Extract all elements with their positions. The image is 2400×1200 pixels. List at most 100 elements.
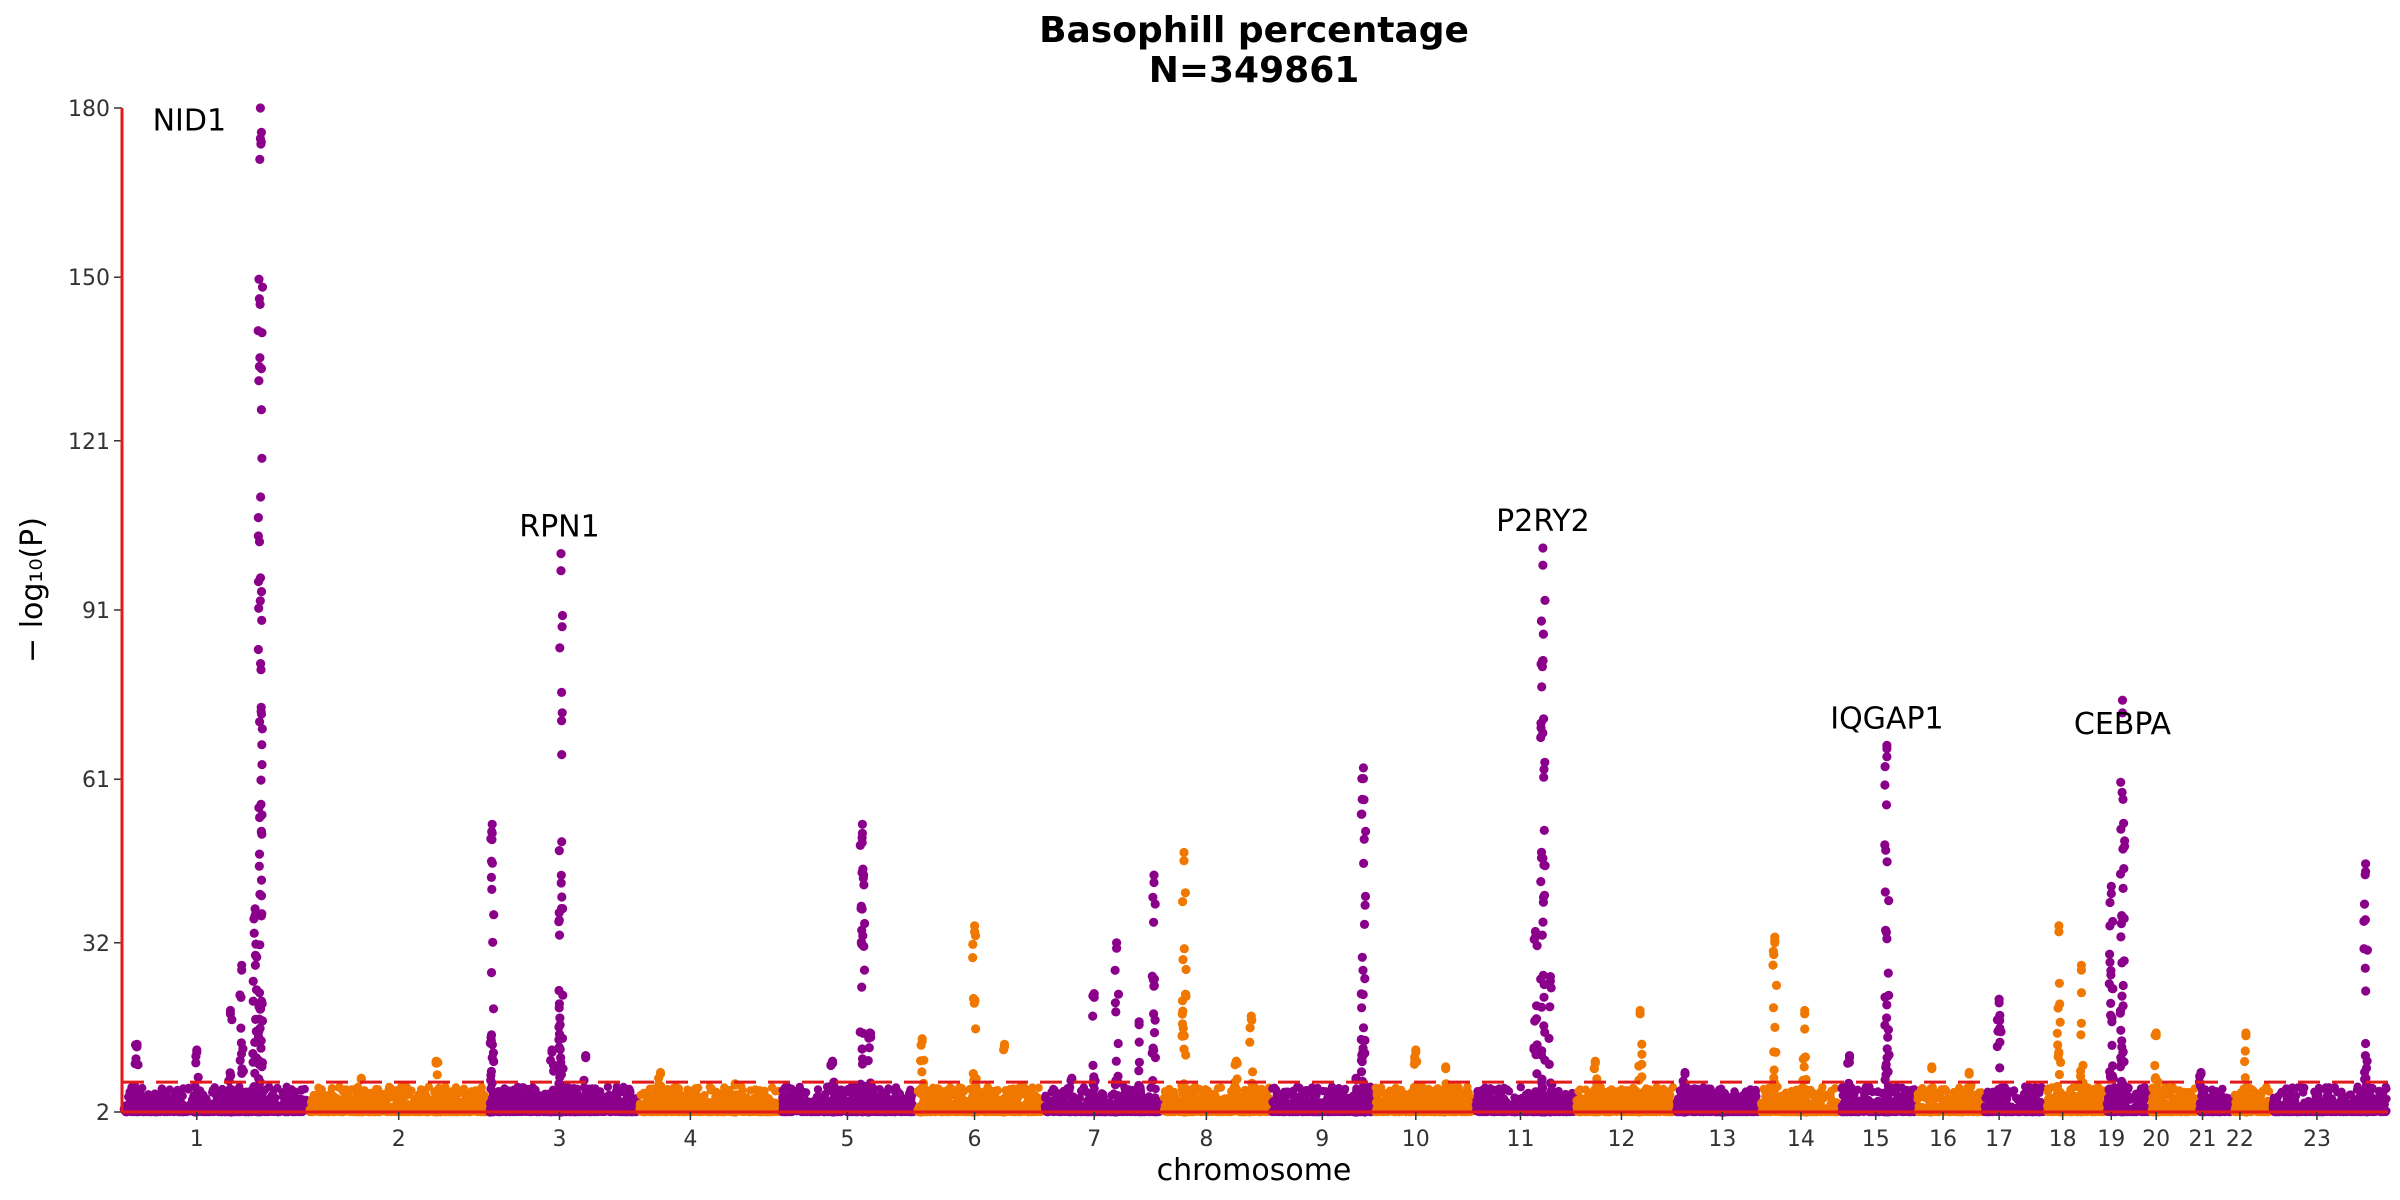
data-point <box>1460 1088 1469 1098</box>
data-point <box>165 1085 174 1094</box>
data-point <box>1079 1085 1088 1094</box>
data-point <box>1425 1091 1435 1100</box>
y-tick-label: 32 <box>82 932 110 957</box>
data-point <box>884 1084 893 1093</box>
data-point <box>1063 1084 1072 1093</box>
data-point <box>1293 1082 1302 1092</box>
data-point <box>164 1093 173 1102</box>
data-point <box>795 1086 804 1095</box>
data-point <box>1303 1097 1312 1106</box>
data-point <box>899 1094 908 1103</box>
data-point <box>944 1085 953 1095</box>
data-point <box>1098 1090 1108 1099</box>
background-points <box>119 859 2391 1117</box>
data-point <box>340 1092 350 1101</box>
data-point <box>394 1090 404 1099</box>
data-point <box>1297 1090 1307 1099</box>
data-point <box>449 1101 458 1110</box>
data-point <box>746 1086 755 1095</box>
data-point <box>323 1101 333 1111</box>
data-point <box>1420 1102 1429 1111</box>
data-point <box>475 1092 484 1101</box>
data-point <box>1240 1085 1250 1095</box>
data-point <box>813 1085 823 1094</box>
data-point <box>1504 1087 1514 1096</box>
y-tick-label: 180 <box>68 97 110 122</box>
data-point <box>449 1091 458 1101</box>
data-point <box>1024 1091 1033 1100</box>
data-point <box>292 1099 301 1108</box>
data-point <box>932 1087 942 1096</box>
data-point <box>993 1086 1002 1096</box>
data-point <box>760 1086 769 1096</box>
data-point <box>477 1083 486 1092</box>
data-point <box>687 1086 696 1095</box>
data-point <box>1211 1099 1220 1108</box>
data-point <box>767 1083 777 1092</box>
data-point <box>464 1089 473 1098</box>
data-point <box>1480 1083 1490 1092</box>
data-point <box>820 1091 829 1101</box>
data-point <box>172 1088 181 1097</box>
data-point <box>603 1082 613 1092</box>
data-point <box>311 1094 320 1103</box>
data-point <box>1003 1086 1013 1095</box>
data-point <box>982 1094 991 1103</box>
data-point <box>373 1085 383 1094</box>
data-point <box>323 1091 332 1101</box>
chart-subtitle: N=349861 <box>1149 50 1360 91</box>
data-point <box>674 1084 683 1093</box>
data-point <box>273 1083 282 1093</box>
data-point <box>1338 1090 1348 1099</box>
data-point <box>386 1084 395 1093</box>
data-point <box>1057 1093 1067 1102</box>
data-point <box>424 1082 433 1091</box>
data-point <box>334 1083 344 1093</box>
chart-title: Basophill percentage <box>1039 10 1469 51</box>
data-point <box>752 1093 762 1102</box>
data-point <box>591 1084 600 1093</box>
data-point <box>639 1088 648 1098</box>
data-point <box>692 1102 701 1111</box>
data-point <box>677 1101 686 1111</box>
data-point <box>1281 1089 1291 1098</box>
data-point <box>783 1082 792 1092</box>
data-point <box>283 1095 292 1105</box>
y-tick-label: 91 <box>82 599 110 624</box>
data-point <box>666 1098 675 1107</box>
data-point <box>290 1091 299 1100</box>
data-point <box>793 1096 803 1105</box>
data-point <box>880 1101 889 1111</box>
data-point <box>740 1094 749 1103</box>
y-tick-label: 2 <box>96 1101 110 1126</box>
data-point <box>1077 1102 1086 1112</box>
data-point <box>1270 1098 1279 1107</box>
data-point <box>504 1089 513 1098</box>
data-point <box>1273 1089 1282 1098</box>
data-point <box>1121 1091 1131 1101</box>
data-point <box>1323 1093 1332 1103</box>
y-tick-label: 150 <box>68 266 110 291</box>
data-point <box>1198 1092 1207 1101</box>
data-point <box>1312 1091 1321 1100</box>
data-point <box>1290 1096 1299 1105</box>
data-point <box>210 1083 219 1092</box>
data-point <box>812 1097 821 1106</box>
data-point <box>296 1086 306 1095</box>
data-point <box>619 1082 628 1092</box>
data-point <box>375 1095 385 1104</box>
data-point <box>1189 1096 1198 1106</box>
data-point <box>157 1086 167 1095</box>
data-point <box>470 1101 479 1110</box>
data-point <box>1041 1091 1050 1101</box>
y-tick-label: 121 <box>68 430 110 455</box>
data-point <box>1050 1085 1059 1095</box>
data-point <box>1164 1093 1173 1102</box>
data-point <box>786 1097 796 1106</box>
data-point <box>1385 1093 1394 1103</box>
data-point <box>213 1098 222 1108</box>
data-point <box>1402 1090 1411 1099</box>
y-tick-label: 61 <box>82 768 110 793</box>
data-point <box>1376 1087 1386 1097</box>
data-point <box>954 1086 963 1096</box>
